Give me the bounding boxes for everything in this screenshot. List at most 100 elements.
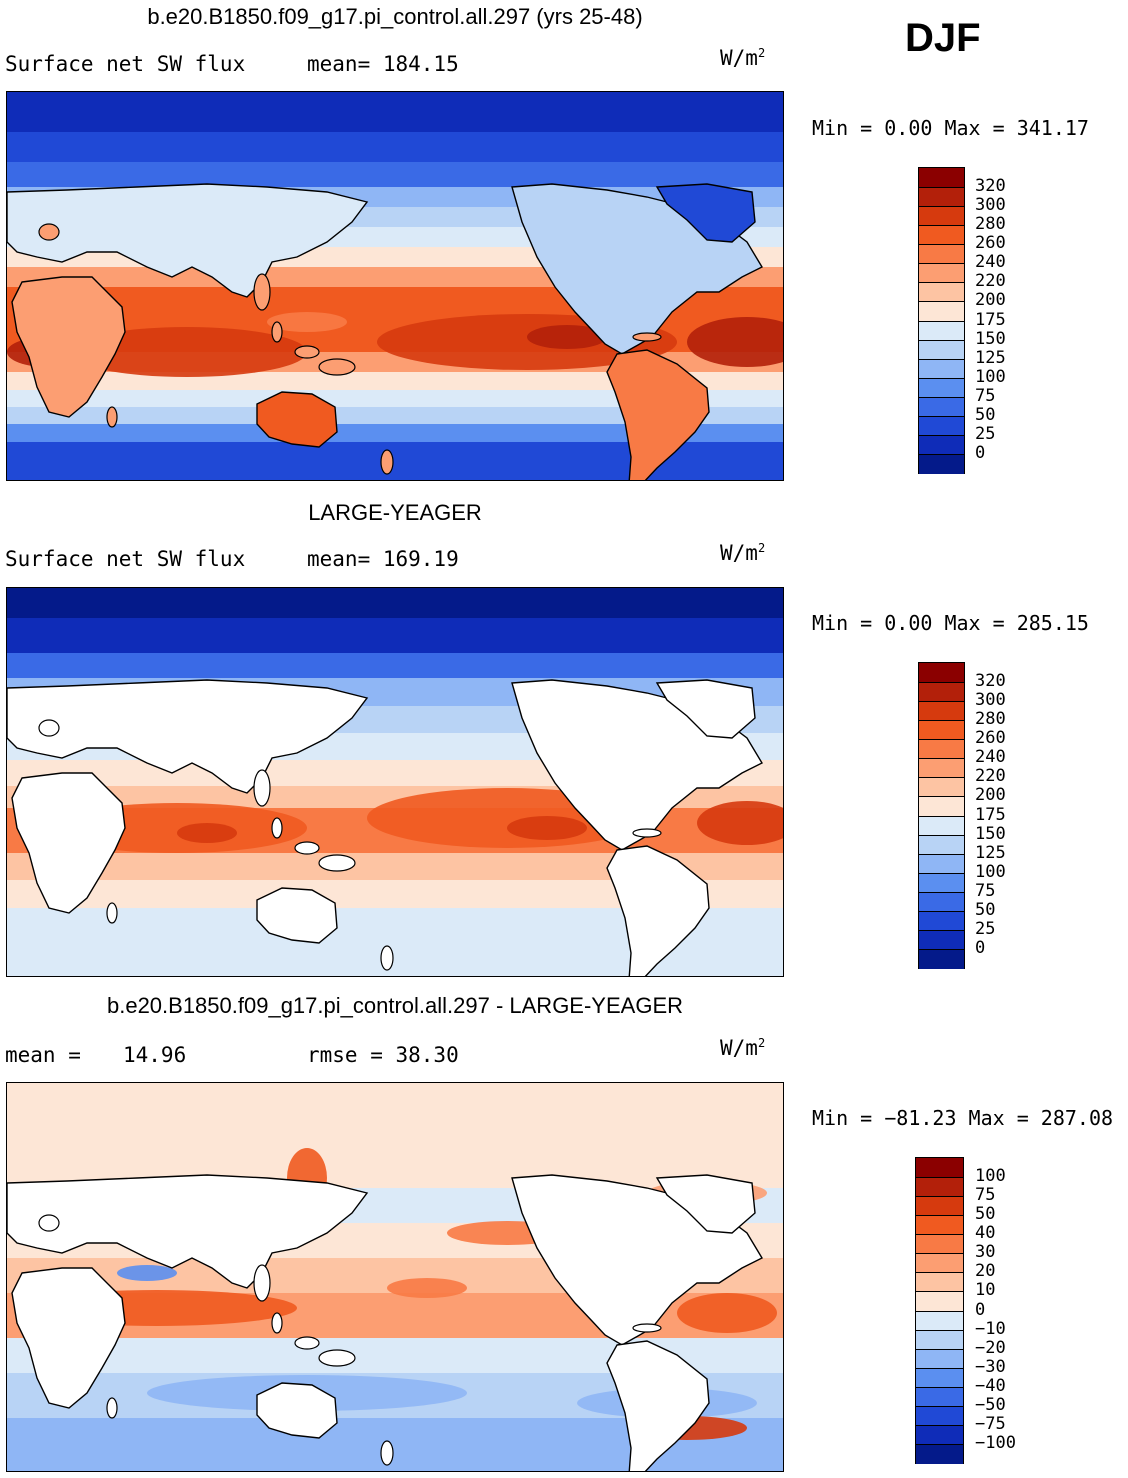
panel1-colorbar-ticks: 320 300 280 260 240 220 200 175 150 125 100 75 50 25 0 xyxy=(975,167,1035,472)
island xyxy=(271,321,283,343)
island xyxy=(294,345,320,359)
colorbar-tick-label: 100 xyxy=(975,366,1006,387)
panel3-title: b.e20.B1850.f09_g17.pi_control.all.297 -… xyxy=(106,993,684,1018)
colorbar-segment xyxy=(919,301,964,322)
colorbar-segment xyxy=(919,834,964,855)
field-band xyxy=(7,424,783,444)
panel2-minmax: Min = 0.00 Max = 285.15 xyxy=(812,611,1089,635)
colorbar-tick-label: 20 xyxy=(975,1261,996,1282)
field-band xyxy=(7,1083,783,1193)
colorbar-segment xyxy=(919,853,964,874)
colorbar-tick-label: 100 xyxy=(975,861,1006,882)
colorbar-segment xyxy=(916,1424,963,1445)
colorbar-segment xyxy=(916,1329,963,1350)
colorbar-tick-label: 25 xyxy=(975,423,996,444)
island xyxy=(106,902,118,924)
colorbar-segment xyxy=(919,948,964,969)
colorbar-tick-label: 40 xyxy=(975,1223,996,1244)
colorbar-segment xyxy=(919,415,964,436)
island xyxy=(253,1264,271,1302)
colorbar-segment xyxy=(919,701,964,722)
panel3-units: W/m2 xyxy=(720,1036,766,1060)
island xyxy=(271,817,283,839)
panel1-title: b.e20.B1850.f09_g17.pi_control.all.297 (… xyxy=(147,4,643,29)
continent-south-america xyxy=(606,845,710,976)
colorbar-tick-label: 75 xyxy=(975,385,996,406)
colorbar-segment xyxy=(919,453,964,474)
panel3-mean-value: 14.96 xyxy=(123,1043,187,1067)
colorbar-segment xyxy=(916,1348,963,1369)
colorbar-tick-label: 260 xyxy=(975,728,1006,749)
island xyxy=(271,1312,283,1334)
field-blob xyxy=(687,317,783,367)
island xyxy=(380,1440,394,1466)
colorbar-segment xyxy=(916,1310,963,1331)
continent-south-america xyxy=(606,1340,710,1471)
colorbar-segment xyxy=(916,1196,963,1217)
colorbar-tick-label: 0 xyxy=(975,937,986,958)
field-blob xyxy=(527,325,607,349)
continent-south-america xyxy=(606,349,710,480)
panel1-mean: mean= 184.15 xyxy=(307,52,459,76)
colorbar-segment xyxy=(919,872,964,893)
colorbar-tick-label: 75 xyxy=(975,880,996,901)
island xyxy=(106,1397,118,1419)
colorbar-tick-label: 125 xyxy=(975,842,1006,863)
field-blob xyxy=(507,816,587,840)
island xyxy=(38,719,60,737)
colorbar-tick-label: −10 xyxy=(975,1318,1006,1339)
field-band xyxy=(7,407,783,427)
colorbar-segment xyxy=(919,396,964,417)
colorbar-segment xyxy=(916,1272,963,1293)
field-blob xyxy=(387,1278,467,1298)
colorbar-segment xyxy=(919,339,964,360)
field-blob xyxy=(67,327,307,377)
colorbar-segment xyxy=(919,168,964,188)
island xyxy=(38,223,60,241)
colorbar-segment xyxy=(916,1158,963,1178)
colorbar-segment xyxy=(919,910,964,931)
colorbar-segment xyxy=(919,358,964,379)
colorbar-tick-label: −20 xyxy=(975,1337,1006,1358)
continent-greenland xyxy=(655,1174,756,1234)
panel2-map-svg xyxy=(7,588,783,976)
colorbar-tick-label: 100 xyxy=(975,1166,1006,1187)
colorbar-tick-label: 50 xyxy=(975,899,996,920)
colorbar-tick-label: 200 xyxy=(975,785,1006,806)
colorbar-segment xyxy=(916,1291,963,1312)
colorbar-segment xyxy=(919,796,964,817)
continent-australia xyxy=(256,887,338,944)
colorbar-segment xyxy=(919,720,964,741)
colorbar-segment xyxy=(916,1405,963,1426)
colorbar-segment xyxy=(916,1177,963,1198)
colorbar-segment xyxy=(919,739,964,760)
island xyxy=(318,358,356,376)
panel1-variable: Surface net SW flux xyxy=(5,52,246,76)
colorbar-segment xyxy=(919,815,964,836)
island xyxy=(380,945,394,971)
field-blob xyxy=(677,1293,777,1333)
colorbar-segment xyxy=(916,1367,963,1388)
colorbar-tick-label: 50 xyxy=(975,1204,996,1225)
panel2-colorbar xyxy=(918,662,965,969)
colorbar-tick-label: 240 xyxy=(975,747,1006,768)
colorbar-tick-label: 175 xyxy=(975,804,1006,825)
panel3-map-svg xyxy=(7,1083,783,1471)
panel2-mean: mean= 169.19 xyxy=(307,547,459,571)
colorbar-segment xyxy=(919,282,964,303)
island xyxy=(318,854,356,872)
island xyxy=(253,273,271,311)
colorbar-tick-label: 50 xyxy=(975,404,996,425)
island xyxy=(632,332,662,342)
continent-eurasia xyxy=(7,679,369,794)
field-blob xyxy=(177,823,237,843)
colorbar-segment xyxy=(919,377,964,398)
island xyxy=(38,1214,60,1232)
colorbar-segment xyxy=(919,758,964,779)
island xyxy=(632,1323,662,1333)
colorbar-segment xyxy=(916,1215,963,1236)
colorbar-tick-label: 240 xyxy=(975,252,1006,273)
continent-australia xyxy=(256,391,338,448)
island xyxy=(294,841,320,855)
continent-africa xyxy=(11,276,126,418)
